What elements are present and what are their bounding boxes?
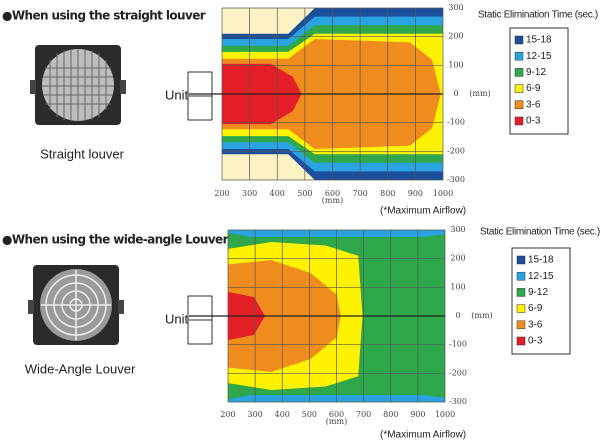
legend-swatch <box>514 100 524 110</box>
x-tick-label: 800 <box>380 189 395 198</box>
legend-label: 15-18 <box>526 35 552 46</box>
y-tick-label: 0 <box>453 89 458 98</box>
x-tick-label: 1000 <box>435 410 455 419</box>
x-tick-label: 600 <box>325 189 340 198</box>
legend-swatch <box>514 35 524 45</box>
legend-swatch <box>516 304 526 313</box>
legend-swatch <box>516 255 526 265</box>
legend-title: Static Elimination Time (sec.) <box>480 227 600 238</box>
y-tick-label: 200 <box>450 254 465 263</box>
louver-caption: Straight louver <box>40 146 124 161</box>
unit-label: Unit <box>165 311 189 326</box>
airflow-note: (*Maximum Airflow) <box>380 430 466 441</box>
y-tick-label: 0 <box>455 311 460 320</box>
legend-label: 12-15 <box>526 51 552 62</box>
legend-label: 9-12 <box>526 67 546 78</box>
legend-label: 0-3 <box>526 116 541 127</box>
legend-swatch <box>514 116 524 126</box>
x-tick-label: 700 <box>356 410 371 419</box>
y-tick-label: -200 <box>449 368 467 377</box>
legend-title: Static Elimination Time (sec.) <box>478 10 598 21</box>
y-unit: (mm) <box>469 89 490 98</box>
x-tick-label: 500 <box>297 189 312 198</box>
wide-angle-louver-icon <box>28 265 124 345</box>
y-tick-label: 200 <box>448 32 463 41</box>
y-tick-label: -300 <box>449 397 467 406</box>
airflow-note: (*Maximum Airflow) <box>380 206 466 217</box>
legend-label: 3-6 <box>528 319 543 330</box>
x-tick-label: 900 <box>410 410 425 419</box>
panel-heading: ●When using the straight louver <box>2 9 206 23</box>
louver-caption: Wide-Angle Louver <box>25 361 136 376</box>
straight-louver-icon <box>30 45 126 125</box>
legend-swatch <box>516 271 526 281</box>
x-tick-label: 200 <box>214 189 229 198</box>
legend-swatch <box>516 320 526 330</box>
x-tick-label: 300 <box>242 189 257 198</box>
y-unit: (mm) <box>471 311 492 320</box>
x-tick-label: 200 <box>220 410 235 419</box>
x-unit: (mm) <box>326 417 347 426</box>
legend-box <box>511 247 571 355</box>
y-tick-label: -100 <box>447 118 465 127</box>
x-tick-label: 700 <box>352 189 367 198</box>
x-tick-label: 1000 <box>433 189 453 198</box>
legend-box <box>509 27 569 135</box>
x-tick-label: 900 <box>408 189 423 198</box>
unit-box <box>187 319 213 345</box>
x-tick-label: 500 <box>302 410 317 419</box>
legend-swatch <box>516 336 526 346</box>
y-tick-label: -300 <box>447 175 465 184</box>
y-tick-label: -100 <box>449 340 467 349</box>
legend-label: 15-18 <box>528 255 554 266</box>
x-tick-label: 400 <box>270 189 285 198</box>
legend-label: 9-12 <box>528 287 548 298</box>
unit-box <box>187 95 213 121</box>
y-tick-label: 300 <box>448 3 463 12</box>
legend-label: 12-15 <box>528 271 554 282</box>
y-tick-label: -200 <box>447 146 465 155</box>
unit-label: Unit <box>165 87 189 102</box>
legend-label: 0-3 <box>528 336 543 347</box>
legend-swatch <box>516 288 526 297</box>
x-tick-label: 800 <box>383 410 398 419</box>
y-tick-label: 100 <box>448 60 463 69</box>
y-tick-label: 100 <box>450 282 465 291</box>
legend-swatch <box>514 51 524 61</box>
legend-swatch <box>514 84 524 93</box>
x-tick-label: 400 <box>275 410 290 419</box>
x-tick-label: 300 <box>247 410 262 419</box>
x-tick-label: 600 <box>329 410 344 419</box>
unit-box <box>187 71 213 97</box>
legend-label: 6-9 <box>528 303 543 314</box>
legend-swatch <box>514 68 524 77</box>
x-unit: (mm) <box>322 196 343 205</box>
panel-heading: ●When using the wide-angle Louver <box>2 233 229 247</box>
y-tick-label: 300 <box>450 225 465 234</box>
legend-label: 3-6 <box>526 99 541 110</box>
legend-label: 6-9 <box>526 83 541 94</box>
